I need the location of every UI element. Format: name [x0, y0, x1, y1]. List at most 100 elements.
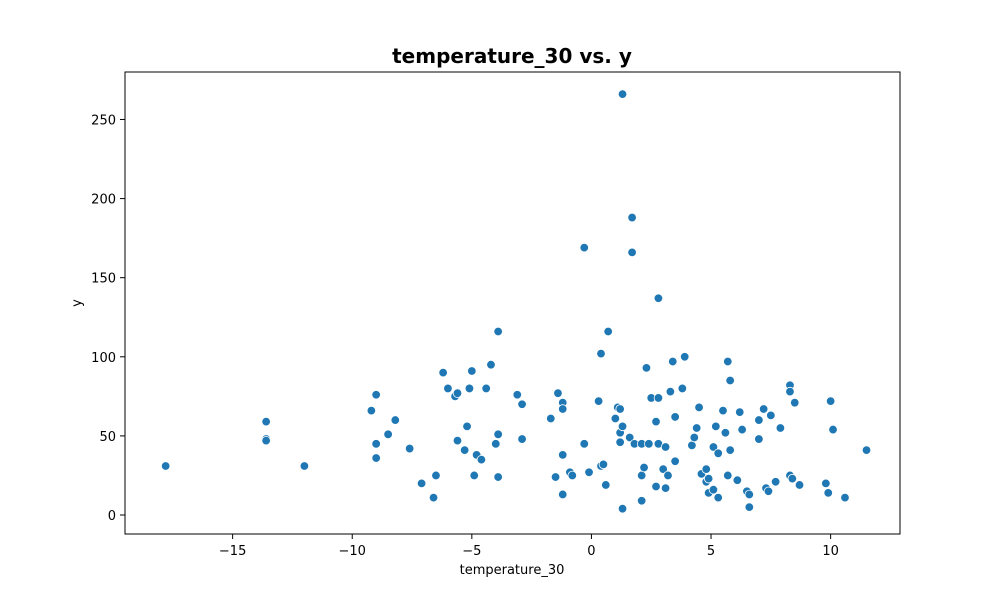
scatter-point — [713, 448, 723, 459]
scatter-point — [703, 473, 714, 484]
scatter-point — [663, 470, 673, 481]
scatter-point — [754, 415, 764, 425]
scatter-point — [670, 412, 680, 422]
scatter-point — [625, 432, 635, 443]
y-tick-label: 150 — [91, 272, 116, 287]
scatter-point — [639, 462, 649, 473]
scatter-point — [651, 416, 661, 427]
scatter-point — [763, 486, 774, 496]
x-tick-label: 0 — [587, 544, 595, 559]
scatter-point — [462, 421, 472, 432]
scatter-point — [383, 429, 393, 440]
x-tick-label: −10 — [339, 544, 366, 559]
y-tick-label: 50 — [99, 430, 116, 445]
scatter-point — [390, 415, 400, 425]
scatter-point — [459, 445, 470, 455]
scatter-point — [493, 472, 503, 482]
chart-title: temperature_30 vs. y — [392, 44, 632, 68]
scatter-point — [584, 467, 594, 477]
scatter-point — [371, 453, 381, 463]
scatter-point — [366, 405, 377, 416]
scatter-point — [579, 439, 589, 449]
scatter-point — [464, 383, 475, 394]
scatter-point — [491, 439, 501, 449]
scatter-point — [512, 390, 522, 400]
scatter-point — [617, 421, 628, 432]
y-tick-label: 200 — [91, 193, 116, 208]
scatter-point — [680, 352, 690, 362]
scatter-point — [720, 428, 731, 438]
scatter-point — [481, 383, 491, 394]
scatter-point — [615, 437, 625, 447]
scatter-point — [732, 475, 743, 485]
scatter-point — [452, 388, 463, 398]
scatter-point — [261, 435, 271, 446]
plot-area — [160, 89, 872, 514]
scatter-point — [567, 470, 578, 481]
scatter-point — [735, 407, 745, 417]
scatter-point — [579, 242, 589, 253]
y-axis-label: y — [70, 299, 85, 307]
scatter-point — [861, 445, 872, 455]
x-axis-label: temperature_30 — [460, 563, 565, 578]
scatter-point — [617, 89, 628, 99]
scatter-point — [787, 473, 798, 484]
scatter-point — [550, 472, 561, 482]
scatter-point — [486, 360, 496, 370]
scatter-point — [641, 363, 652, 373]
scatter-point — [558, 489, 568, 500]
scatter-point — [593, 396, 604, 406]
scatter-point — [689, 432, 699, 443]
scatter-point — [770, 477, 781, 487]
scatter-point — [615, 404, 625, 414]
scatter-point — [428, 492, 439, 503]
scatter-point — [553, 388, 563, 398]
scatter-point — [416, 478, 427, 489]
scatter-point — [723, 470, 733, 481]
scatter-point — [713, 492, 723, 503]
y-tick-label: 100 — [91, 351, 116, 366]
scatter-point — [644, 439, 654, 449]
scatter-point — [758, 404, 769, 414]
y-axis: 0 50 100 150 200 250 — [91, 113, 125, 524]
scatter-point — [677, 383, 688, 394]
scatter-point — [371, 439, 381, 449]
scatter-point — [596, 348, 606, 359]
scatter-point — [823, 488, 833, 498]
scatter-point — [438, 367, 448, 378]
scatter-point — [660, 483, 671, 493]
scatter-point — [651, 481, 661, 492]
scatter-point — [737, 424, 747, 435]
scatter-point — [725, 445, 735, 455]
scatter-point — [828, 424, 838, 435]
scatter-point — [694, 402, 704, 413]
scatter-point — [658, 464, 668, 474]
scatter-point — [546, 413, 556, 424]
scatter-point — [708, 485, 719, 495]
scatter-point — [610, 413, 621, 424]
scatter-point — [687, 440, 697, 451]
x-tick-label: 5 — [707, 544, 715, 559]
scatter-point — [627, 247, 637, 258]
scatter-point — [665, 386, 676, 397]
scatter-point — [603, 326, 613, 337]
scatter-point — [825, 396, 836, 406]
scatter-point — [493, 326, 503, 337]
scatter-point — [711, 421, 721, 432]
scatter-point — [443, 383, 453, 394]
scatter-point — [701, 464, 711, 474]
scatter-point — [790, 397, 800, 408]
x-tick-label: −15 — [219, 544, 246, 559]
scatter-point — [708, 442, 719, 452]
x-tick-label: −5 — [462, 544, 481, 559]
scatter-point — [653, 293, 664, 303]
y-tick-label: 0 — [108, 509, 116, 524]
scatter-point — [821, 478, 831, 489]
scatter-point — [670, 456, 680, 466]
scatter-point — [766, 410, 776, 421]
scatter-point — [598, 459, 609, 470]
scatter-point — [476, 454, 487, 465]
scatter-point — [691, 423, 702, 433]
